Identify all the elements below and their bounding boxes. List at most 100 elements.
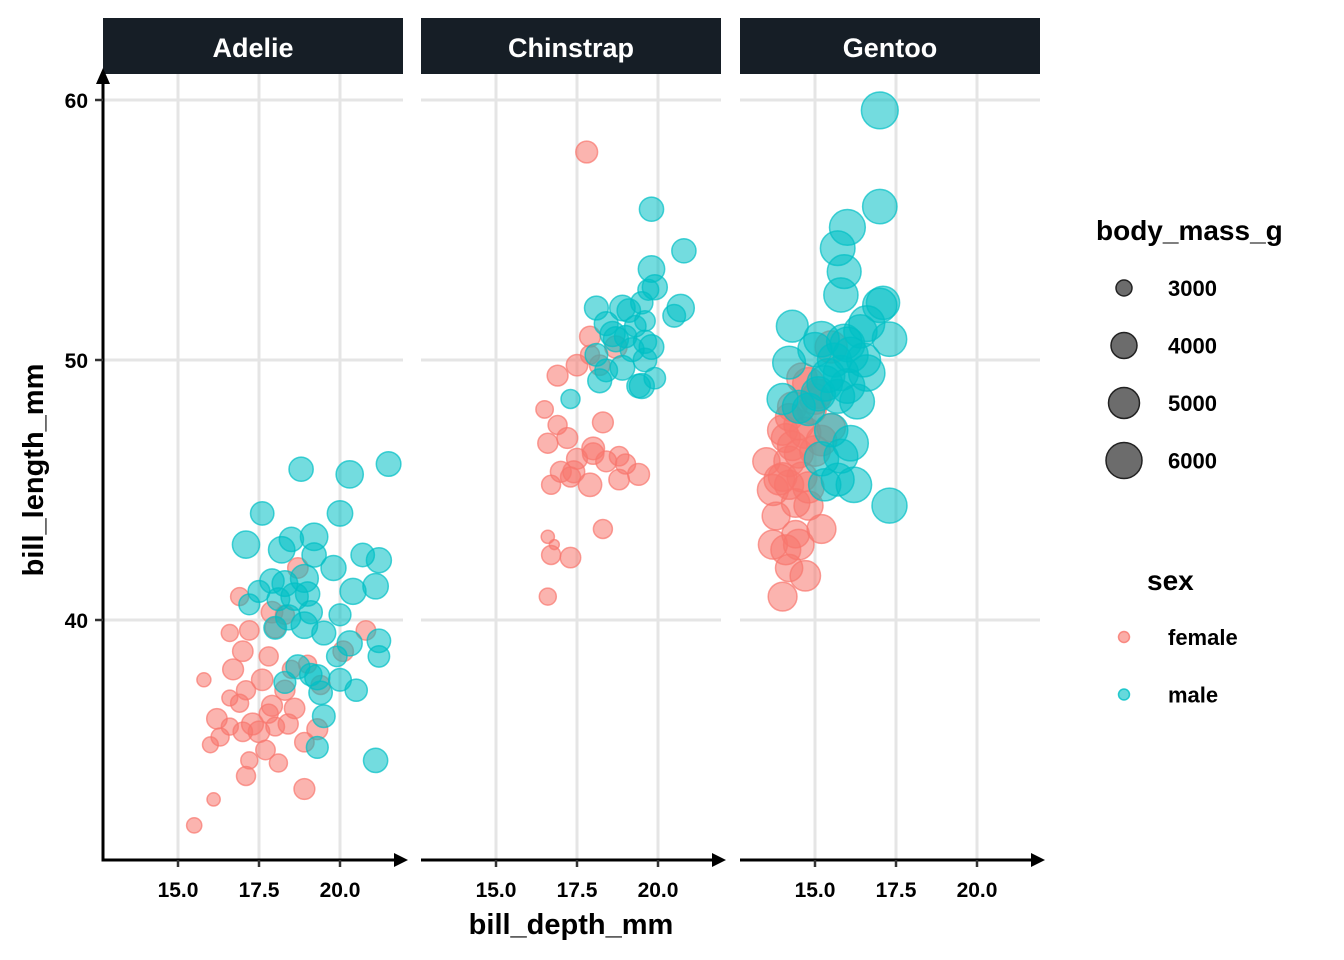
x-axis-arrow-icon <box>394 853 408 867</box>
data-point <box>258 646 279 667</box>
data-point <box>231 530 261 559</box>
points-adelie <box>185 450 402 834</box>
data-point <box>336 630 363 657</box>
data-point <box>327 667 353 692</box>
x-tick-label: 17.5 <box>876 879 917 902</box>
data-point <box>577 472 603 498</box>
data-point <box>865 285 901 321</box>
color-legend-title: sex <box>1147 565 1194 596</box>
size-legend-key <box>1105 441 1143 480</box>
points-gentoo <box>752 91 908 612</box>
data-point <box>205 707 228 730</box>
data-point <box>220 623 240 643</box>
x-axis-arrow-icon <box>712 853 726 867</box>
size-legend-key <box>1110 331 1138 360</box>
size-legend-label: 4000 <box>1168 334 1217 359</box>
data-point <box>221 689 239 707</box>
data-point <box>752 447 781 476</box>
data-point <box>328 603 352 627</box>
facet-strip <box>103 18 403 74</box>
x-tick-label: 17.5 <box>239 879 280 902</box>
data-point <box>238 593 261 616</box>
data-point <box>806 513 837 545</box>
data-point <box>249 500 275 526</box>
y-axis-title: bill_length_mm <box>18 364 50 577</box>
data-point <box>584 342 609 367</box>
data-point <box>789 559 822 592</box>
x-tick-label: 20.0 <box>957 879 998 902</box>
size-legend-item: 3000 <box>1115 276 1217 301</box>
data-point <box>546 364 569 387</box>
data-point <box>260 694 284 717</box>
size-legend-title: body_mass_g <box>1096 215 1283 246</box>
data-point <box>235 679 257 701</box>
facet-strip-label: Gentoo <box>843 33 938 63</box>
color-legend-label: female <box>1168 625 1238 650</box>
x-axis-title: bill_depth_mm <box>469 909 674 941</box>
facet-panel-adelie: Adelie <box>103 18 403 860</box>
data-point <box>547 414 568 436</box>
data-point <box>365 546 393 574</box>
data-point <box>608 445 630 467</box>
data-point <box>240 751 259 770</box>
data-point <box>559 466 582 488</box>
data-point <box>537 432 559 454</box>
data-point <box>638 196 665 223</box>
x-tick-label: 20.0 <box>320 879 361 902</box>
facet-panel-gentoo: Gentoo <box>740 18 1040 860</box>
y-tick-label: 50 <box>65 350 88 373</box>
data-point <box>231 640 254 663</box>
data-point <box>335 460 365 489</box>
y-tick-label: 40 <box>65 610 88 633</box>
data-point <box>583 295 610 321</box>
color-legend-key <box>1117 630 1131 644</box>
data-point <box>671 237 697 264</box>
data-point <box>196 672 212 688</box>
data-point <box>311 704 336 729</box>
data-point <box>362 747 389 774</box>
facet-strip <box>421 18 721 74</box>
data-point <box>221 658 245 681</box>
data-point <box>185 817 203 834</box>
x-tick-label: 17.5 <box>557 879 598 902</box>
data-point <box>326 499 354 527</box>
data-point <box>305 735 329 760</box>
data-point <box>775 309 809 343</box>
x-axis-arrow-icon <box>1031 853 1045 867</box>
data-point <box>860 91 899 130</box>
data-point <box>266 587 291 612</box>
data-point <box>283 697 306 720</box>
data-point <box>362 572 390 600</box>
facet-strip <box>740 18 1040 74</box>
x-tick-label: 20.0 <box>638 879 679 902</box>
data-point <box>767 581 798 612</box>
data-point <box>240 712 265 736</box>
size-legend-label: 6000 <box>1168 449 1217 474</box>
color-legend-item: male <box>1117 683 1218 708</box>
data-point <box>288 456 314 483</box>
color-legend-key <box>1117 688 1131 701</box>
data-point <box>666 293 696 323</box>
data-point <box>845 342 882 378</box>
data-point <box>871 487 908 524</box>
size-legend-item: 5000 <box>1107 386 1217 420</box>
color-legend-item: female <box>1117 625 1238 650</box>
facet-panel-chinstrap: Chinstrap <box>421 18 721 860</box>
x-tick-label: 15.0 <box>476 879 517 902</box>
x-tick-label: 15.0 <box>158 879 199 902</box>
data-point <box>560 388 581 410</box>
data-point <box>548 538 561 551</box>
x-tick-label: 15.0 <box>795 879 836 902</box>
size-legend-key <box>1107 386 1141 420</box>
size-legend: body_mass_g 3000 4000 5000 6000 <box>1096 215 1283 480</box>
color-legend: sex female male <box>1117 565 1238 708</box>
data-point <box>559 546 582 569</box>
data-point <box>535 399 555 419</box>
data-point <box>250 668 274 692</box>
data-point <box>293 777 316 801</box>
data-point <box>782 528 815 561</box>
data-point <box>298 662 323 687</box>
size-legend-key <box>1115 279 1133 297</box>
data-point <box>366 628 392 654</box>
data-point <box>339 577 367 606</box>
